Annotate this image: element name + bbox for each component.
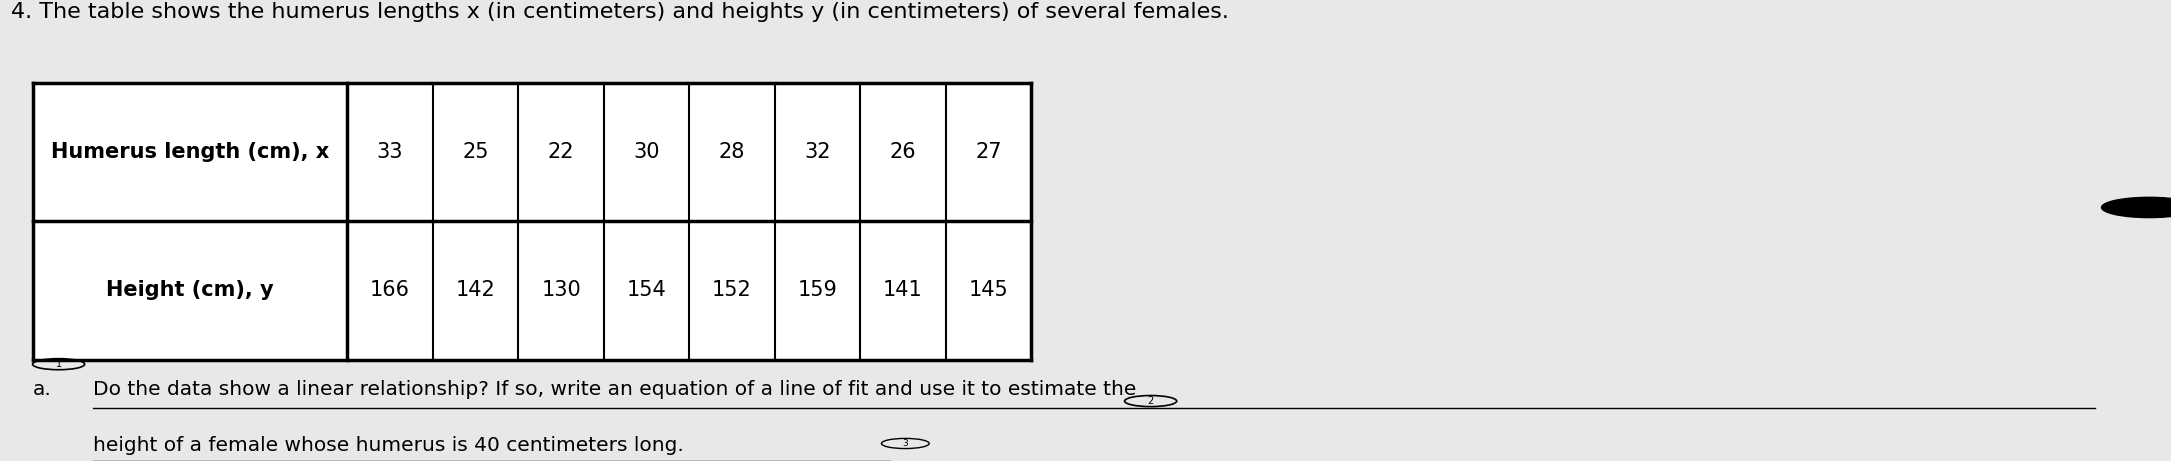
Text: 4. The table shows the humerus lengths x (in centimeters) and heights y (in cent: 4. The table shows the humerus lengths x… [11,2,1229,22]
Text: 141: 141 [884,280,923,301]
Text: Height (cm), y: Height (cm), y [106,280,274,301]
Text: 166: 166 [369,280,410,301]
Text: 25: 25 [462,142,488,162]
Text: 3: 3 [903,439,907,448]
Text: Do the data show a linear relationship? If so, write an equation of a line of fi: Do the data show a linear relationship? … [93,380,1138,399]
Text: 28: 28 [719,142,745,162]
Text: height of a female whose humerus is 40 centimeters long.: height of a female whose humerus is 40 c… [93,436,684,455]
Text: 32: 32 [803,142,831,162]
Text: 33: 33 [378,142,404,162]
Text: 1: 1 [56,359,61,369]
Text: 22: 22 [547,142,575,162]
Text: 152: 152 [712,280,751,301]
Text: 30: 30 [634,142,660,162]
Text: 27: 27 [975,142,1001,162]
Text: Humerus length (cm), x: Humerus length (cm), x [50,142,330,162]
Text: a.: a. [33,380,52,399]
Text: 154: 154 [627,280,666,301]
Circle shape [2102,197,2171,218]
Text: 2: 2 [1148,396,1153,406]
Text: 142: 142 [456,280,495,301]
Text: 130: 130 [541,280,582,301]
Text: 145: 145 [968,280,1007,301]
Text: 159: 159 [797,280,838,301]
Text: 26: 26 [890,142,916,162]
